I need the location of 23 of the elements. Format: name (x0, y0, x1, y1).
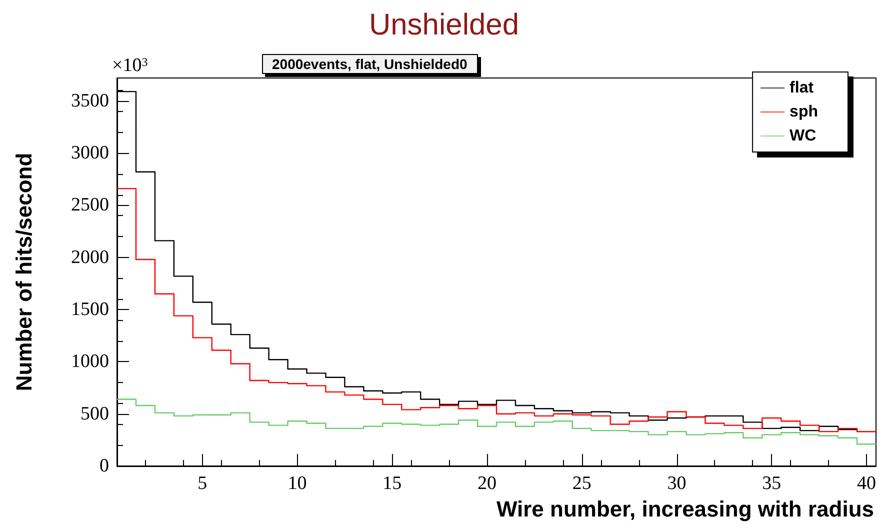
legend-label: sph (790, 104, 818, 120)
y-tick-label: 3500 (71, 90, 109, 112)
y-tick-label: 2000 (71, 246, 109, 268)
y-tick-label: 1000 (71, 351, 109, 372)
x-tick-label: 30 (667, 473, 686, 494)
x-tick-label: 5 (198, 473, 208, 494)
x-tick-label: 10 (288, 473, 307, 494)
chart-title: Unshielded (368, 8, 520, 42)
y-tick-label: 2500 (71, 194, 109, 216)
y-tick-label: 1500 (71, 299, 109, 320)
x-tick-label: 35 (762, 473, 782, 494)
legend-label: flat (790, 80, 814, 96)
x-axis-title: Wire number, increasing with radius (496, 496, 874, 522)
y-axis-title: Number of hits/second (12, 152, 36, 392)
x-tick-label: 15 (382, 473, 402, 494)
y-tick-label: 500 (80, 403, 109, 424)
x-tick-label: 25 (572, 473, 592, 494)
x-tick-label: 20 (478, 473, 497, 494)
legend-label: WC (790, 128, 817, 144)
y-tick-label: 3000 (71, 142, 109, 164)
x-tick-label: 40 (857, 473, 876, 494)
y-tick-label: 0 (100, 456, 109, 476)
chart-subtitle: 2000events, flat, Unshielded0 (272, 56, 468, 72)
